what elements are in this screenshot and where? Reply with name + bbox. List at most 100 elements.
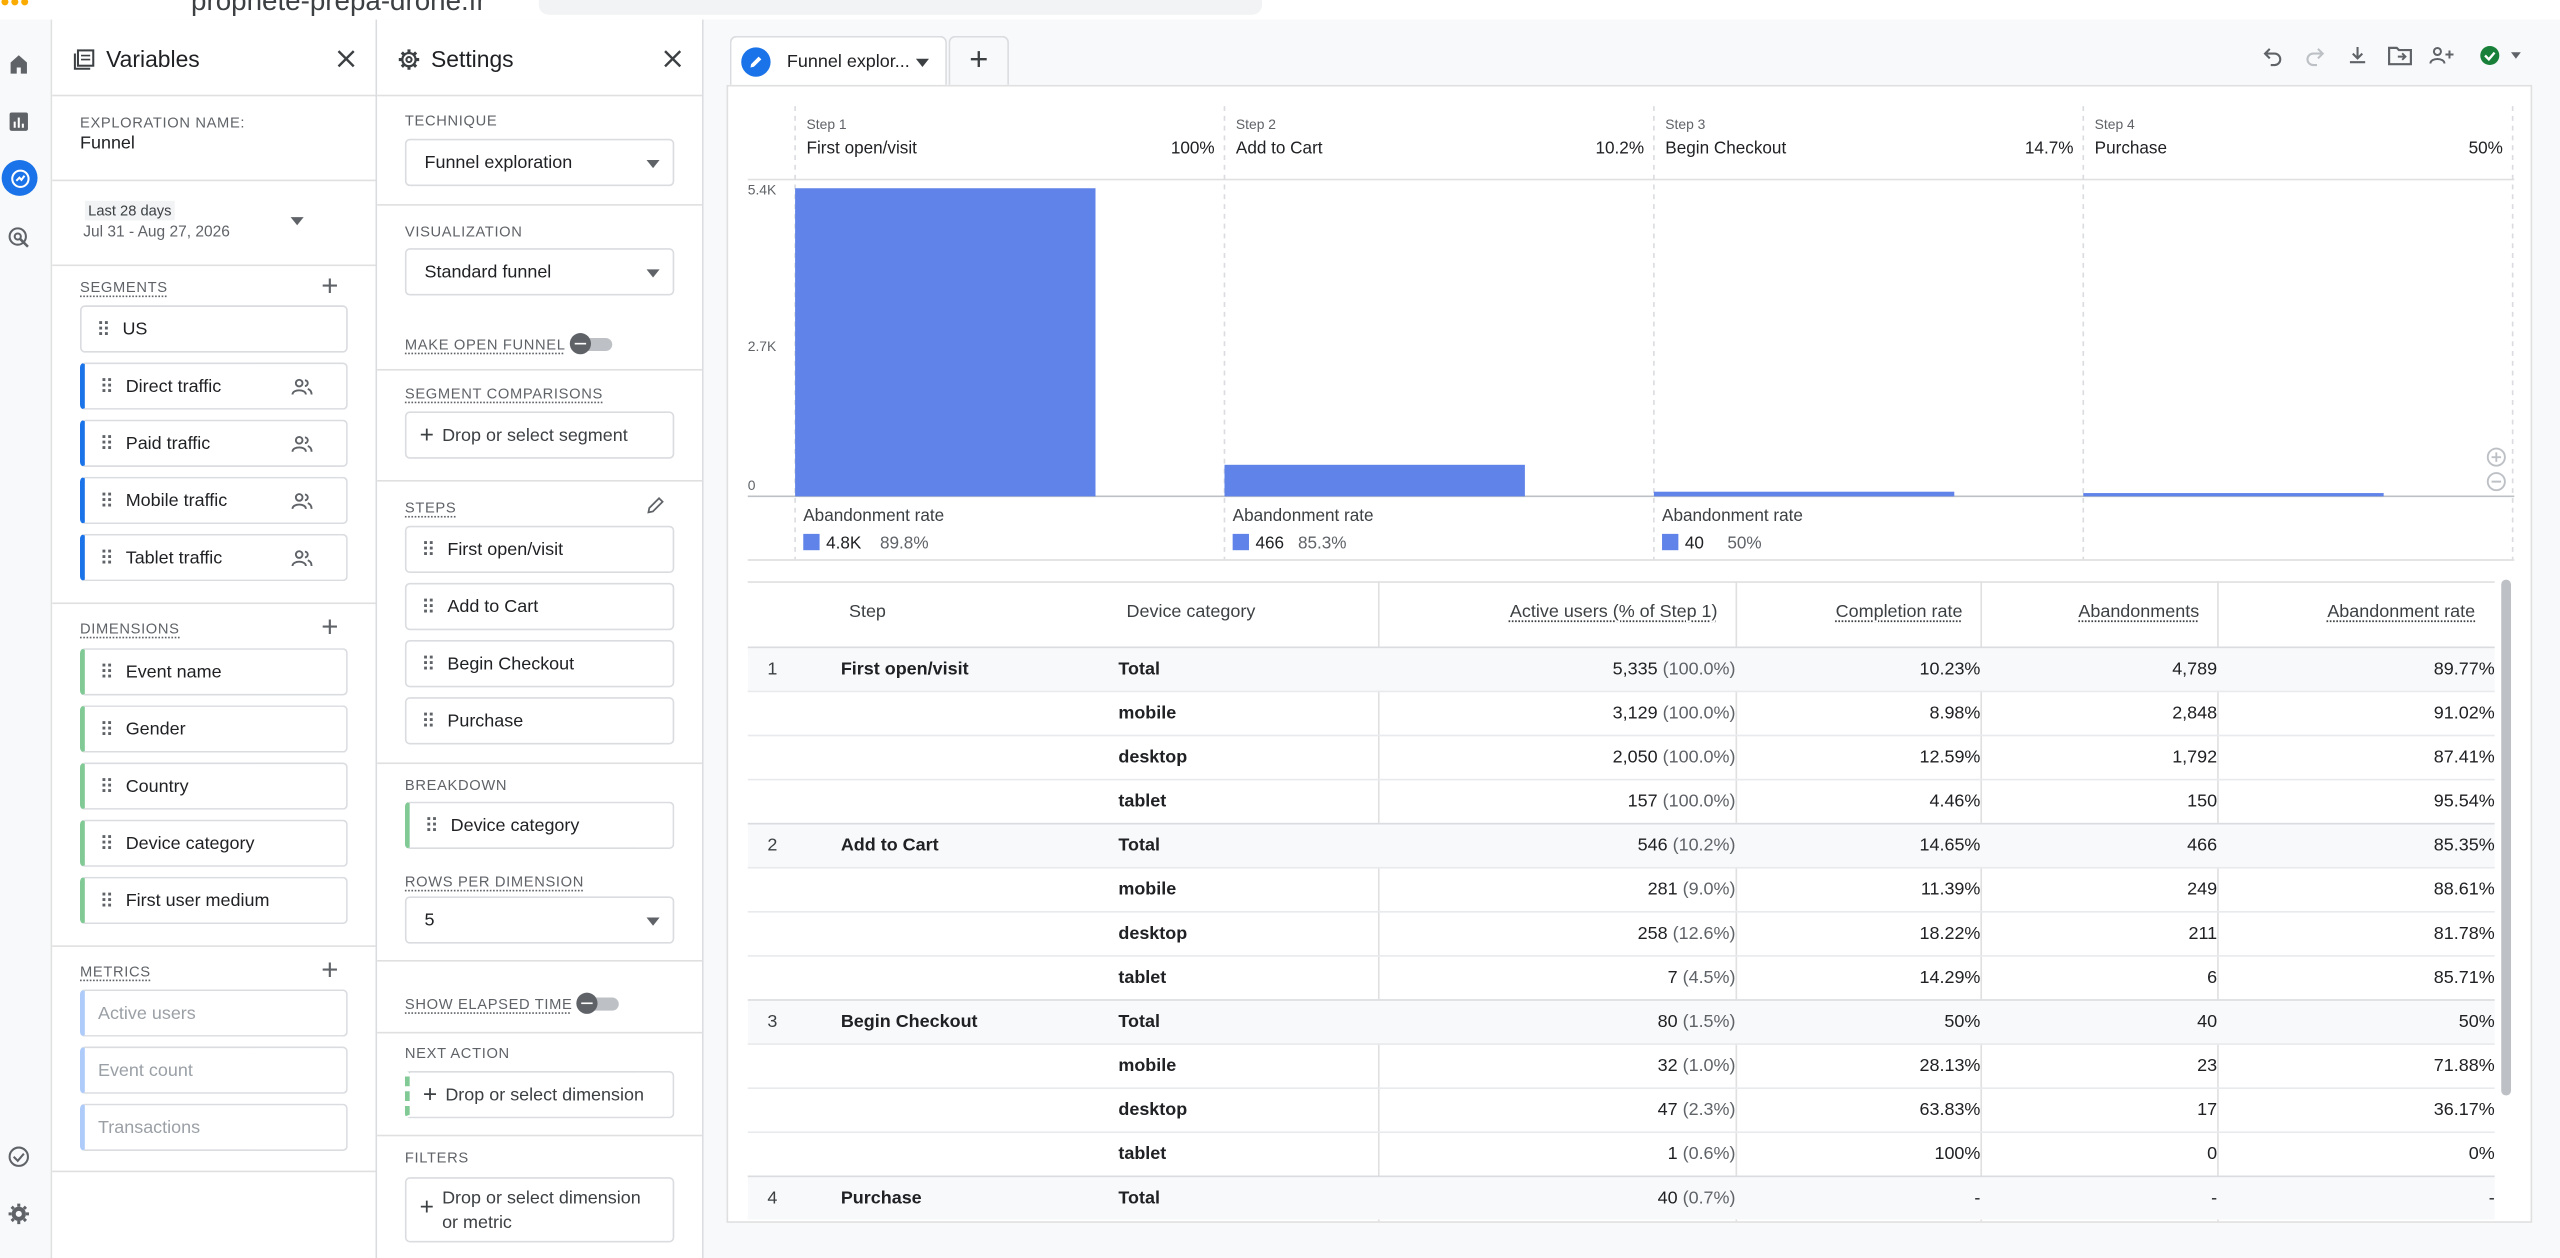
exploration-name-value[interactable]: Funnel: [80, 134, 135, 154]
rows-per-dimension-select[interactable]: 5: [405, 896, 674, 943]
drag-handle-icon[interactable]: ⠿: [421, 657, 437, 670]
add-dimension-icon[interactable]: +: [318, 616, 341, 639]
reports-icon[interactable]: [5, 108, 33, 136]
segment-chip-us[interactable]: ⠿ US: [80, 305, 348, 352]
step-chip-purchase[interactable]: ⠿ Purchase: [405, 697, 674, 744]
segment-chip-tablet-traffic[interactable]: ⠿ Tablet traffic: [80, 534, 348, 581]
metric-chip-active-users[interactable]: Active users: [80, 989, 348, 1036]
next-action-dropzone[interactable]: + Drop or select dimension: [405, 1071, 674, 1118]
drag-handle-icon[interactable]: ⠿: [96, 322, 112, 335]
explore-icon[interactable]: [2, 160, 38, 196]
dimension-chip-country[interactable]: ⠿ Country: [80, 762, 348, 809]
drag-handle-icon[interactable]: ⠿: [100, 780, 116, 793]
header-active-users[interactable]: Active users (% of Step 1): [1510, 602, 1718, 622]
row-abandonments: 1,792: [2172, 748, 2217, 768]
drag-handle-icon[interactable]: ⠿: [100, 722, 116, 735]
divider: [377, 369, 702, 371]
table-row[interactable]: desktop 47 (2.3%) 63.83% 17 36.17%: [748, 1087, 2495, 1131]
advertising-icon[interactable]: [5, 224, 33, 252]
step-percent-label: 10.2%: [1596, 137, 1645, 157]
close-variables-icon[interactable]: [333, 46, 359, 72]
drag-handle-icon[interactable]: ⠿: [100, 837, 116, 850]
download-icon[interactable]: [2341, 39, 2374, 72]
drag-handle-icon[interactable]: ⠿: [100, 894, 116, 907]
chevron-down-icon[interactable]: [916, 59, 929, 67]
add-segment-icon[interactable]: +: [318, 274, 341, 297]
row-step-number: 4: [767, 1189, 777, 1209]
drag-handle-icon[interactable]: ⠿: [100, 437, 116, 450]
drag-handle-icon[interactable]: ⠿: [100, 380, 116, 393]
metric-chip-event-count[interactable]: Event count: [80, 1047, 348, 1094]
quality-status-check[interactable]: [2469, 39, 2531, 72]
row-abandonments: 4,789: [2172, 660, 2217, 680]
tab-funnel-exploration[interactable]: Funnel explor...: [730, 36, 947, 85]
segment-comparison-dropzone[interactable]: + Drop or select segment: [405, 411, 674, 458]
table-row[interactable]: desktop 2,050 (100.0%) 12.59% 1,792 87.41%: [748, 735, 2495, 779]
drag-handle-icon[interactable]: ⠿: [100, 665, 116, 678]
funnel-bar[interactable]: [2083, 493, 2383, 496]
zoom-out-icon[interactable]: [2485, 470, 2508, 493]
header-abandonments[interactable]: Abandonments: [2078, 602, 2199, 622]
drag-handle-icon[interactable]: ⠿: [421, 543, 437, 556]
header-step[interactable]: Step: [849, 602, 886, 622]
segment-chip-paid-traffic[interactable]: ⠿ Paid traffic: [80, 420, 348, 467]
breakdown-chip-device-category[interactable]: ⠿ Device category: [405, 802, 674, 849]
table-row[interactable]: tablet 7 (4.5%) 14.29% 6 85.71%: [748, 955, 2495, 999]
header-completion-rate[interactable]: Completion rate: [1836, 602, 1963, 622]
drag-handle-icon[interactable]: ⠿: [421, 600, 437, 613]
table-row[interactable]: mobile 3,129 (100.0%) 8.98% 2,848 91.02%: [748, 691, 2495, 735]
table-row[interactable]: 4 Purchase Total 40 (0.7%) - - -: [748, 1176, 2495, 1220]
open-funnel-toggle[interactable]: [570, 333, 614, 354]
visualization-select[interactable]: Standard funnel: [405, 248, 674, 295]
technique-select[interactable]: Funnel exploration: [405, 139, 674, 186]
filters-dropzone[interactable]: + Drop or select dimension or metric: [405, 1177, 674, 1242]
undo-icon[interactable]: [2256, 39, 2289, 72]
add-tab-button[interactable]: +: [949, 36, 1009, 85]
drag-handle-icon[interactable]: ⠿: [424, 819, 440, 832]
dimension-chip-event-name[interactable]: ⠿ Event name: [80, 648, 348, 695]
segment-chip-direct-traffic[interactable]: ⠿ Direct traffic: [80, 362, 348, 409]
table-row[interactable]: mobile 32 (1.0%) 28.13% 23 71.88%: [748, 1043, 2495, 1087]
drag-handle-icon[interactable]: ⠿: [100, 551, 116, 564]
dimensions-label: DIMENSIONS: [80, 620, 180, 636]
header-device-category[interactable]: Device category: [1127, 602, 1256, 622]
settings-gear-icon[interactable]: [5, 1200, 33, 1228]
drag-handle-icon[interactable]: ⠿: [100, 494, 116, 507]
table-row[interactable]: tablet 1 (0.6%) 100% 0 0%: [748, 1131, 2495, 1175]
table-row[interactable]: 1 First open/visit Total 5,335 (100.0%) 10.2…: [748, 647, 2495, 691]
funnel-bar[interactable]: [1654, 492, 1954, 497]
step-name-label: Purchase: [2095, 137, 2167, 157]
step-chip-first-open[interactable]: ⠿ First open/visit: [405, 526, 674, 573]
segment-chip-mobile-traffic[interactable]: ⠿ Mobile traffic: [80, 477, 348, 524]
metric-chip-transactions[interactable]: Transactions: [80, 1104, 348, 1151]
zoom-in-icon[interactable]: [2485, 446, 2508, 469]
row-abandonment-rate: 85.35%: [2282, 836, 2494, 856]
move-to-folder-icon[interactable]: [2384, 39, 2417, 72]
funnel-bar[interactable]: [1224, 465, 1524, 497]
table-row[interactable]: 3 Begin Checkout Total 80 (1.5%) 50% 40 50%: [748, 999, 2495, 1043]
home-icon[interactable]: [5, 51, 33, 79]
drag-handle-icon[interactable]: ⠿: [421, 714, 437, 727]
rows-per-dimension-value: 5: [424, 910, 434, 930]
table-row[interactable]: desktop 258 (12.6%) 18.22% 211 81.78%: [748, 911, 2495, 955]
funnel-bar[interactable]: [795, 188, 1095, 496]
dimension-chip-first-user-medium[interactable]: ⠿ First user medium: [80, 877, 348, 924]
add-metric-icon[interactable]: +: [318, 958, 341, 981]
step-chip-begin-checkout[interactable]: ⠿ Begin Checkout: [405, 640, 674, 687]
dimension-chip-gender[interactable]: ⠿ Gender: [80, 705, 348, 752]
admin-check-icon[interactable]: [5, 1143, 33, 1171]
table-row[interactable]: tablet 157 (100.0%) 4.46% 150 95.54%: [748, 779, 2495, 823]
table-row[interactable]: 2 Add to Cart Total 546 (10.2%) 14.65% 466 85.…: [748, 823, 2495, 867]
close-settings-icon[interactable]: [660, 46, 686, 72]
share-users-icon[interactable]: [2426, 39, 2459, 72]
header-abandonment-rate[interactable]: Abandonment rate: [2327, 602, 2475, 622]
table-row[interactable]: mobile 281 (9.0%) 11.39% 249 88.61%: [748, 867, 2495, 911]
search-bar[interactable]: [539, 0, 1262, 15]
dimension-chip-device-category[interactable]: ⠿ Device category: [80, 820, 348, 867]
redo-icon[interactable]: [2299, 39, 2332, 72]
table-scrollbar[interactable]: [2501, 580, 2511, 1096]
elapsed-time-toggle[interactable]: [576, 993, 620, 1014]
step-chip-add-to-cart[interactable]: ⠿ Add to Cart: [405, 583, 674, 630]
edit-pencil-icon[interactable]: [645, 495, 666, 516]
date-range-picker[interactable]: Last 28 days Jul 31 - Aug 27, 2026: [78, 198, 323, 247]
